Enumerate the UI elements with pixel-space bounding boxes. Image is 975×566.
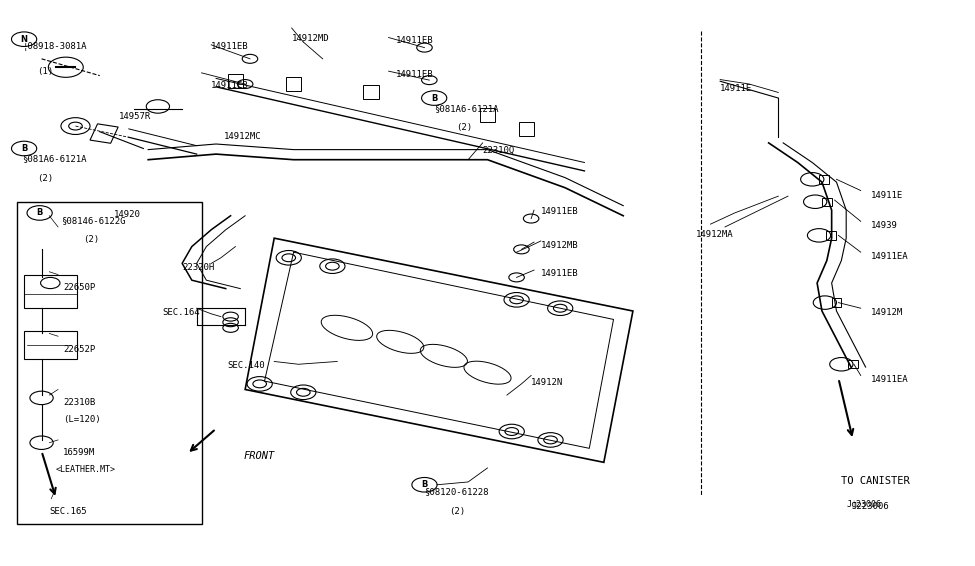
Text: 14912N: 14912N <box>531 378 564 387</box>
Text: SEC.165: SEC.165 <box>50 507 87 516</box>
Text: (2): (2) <box>448 507 465 516</box>
Bar <box>286 77 301 91</box>
Bar <box>480 108 495 122</box>
Bar <box>228 74 243 88</box>
Circle shape <box>12 141 37 156</box>
Text: J¢23006: J¢23006 <box>846 500 881 509</box>
Text: (2): (2) <box>456 123 473 132</box>
Text: 14911EB: 14911EB <box>212 42 249 51</box>
Text: B: B <box>20 144 27 153</box>
Text: B: B <box>36 208 43 217</box>
Text: 22310B: 22310B <box>62 398 96 407</box>
Bar <box>364 85 379 100</box>
Circle shape <box>411 478 437 492</box>
Bar <box>519 122 534 136</box>
Text: 14911EB: 14911EB <box>396 36 433 45</box>
Text: ¦08918-3081A: ¦08918-3081A <box>22 42 87 51</box>
Bar <box>826 231 836 239</box>
Text: 14911EA: 14911EA <box>871 375 908 384</box>
Bar <box>848 360 858 368</box>
Text: 14911E: 14911E <box>721 84 753 93</box>
Text: 14911E: 14911E <box>871 191 903 200</box>
Text: 14939: 14939 <box>871 221 897 230</box>
Text: (1): (1) <box>37 67 53 76</box>
Bar <box>24 331 77 359</box>
Text: 22652P: 22652P <box>62 345 96 354</box>
Bar <box>819 175 829 183</box>
Text: <LEATHER.MT>: <LEATHER.MT> <box>57 465 116 474</box>
Polygon shape <box>245 238 633 462</box>
Text: §081A6-6121A: §081A6-6121A <box>22 154 87 163</box>
Bar <box>24 275 77 308</box>
Text: 14911EB: 14911EB <box>212 82 249 90</box>
Text: 14912MC: 14912MC <box>224 132 261 141</box>
Text: §08146-6122G: §08146-6122G <box>61 216 126 225</box>
Text: B: B <box>421 481 428 489</box>
Text: 22650P: 22650P <box>62 283 96 292</box>
Text: TO CANISTER: TO CANISTER <box>841 477 910 486</box>
Text: 14912MA: 14912MA <box>696 230 733 239</box>
Bar <box>90 124 118 143</box>
Text: §08120-61228: §08120-61228 <box>424 487 489 496</box>
Text: 14912MD: 14912MD <box>292 33 330 42</box>
Bar <box>822 198 832 206</box>
Bar <box>832 298 841 307</box>
Text: (2): (2) <box>37 174 53 183</box>
Text: 14911EB: 14911EB <box>541 269 578 278</box>
Circle shape <box>27 205 53 220</box>
Text: J223006: J223006 <box>851 501 888 511</box>
Text: FRONT: FRONT <box>243 451 274 461</box>
Text: §081A6-6121A: §081A6-6121A <box>434 104 498 113</box>
Text: (L=120): (L=120) <box>62 415 100 424</box>
Text: SEC.140: SEC.140 <box>228 362 265 371</box>
Text: 16599M: 16599M <box>62 448 96 457</box>
Bar <box>18 201 202 524</box>
Text: 14957R: 14957R <box>119 112 151 121</box>
Text: 22320H: 22320H <box>182 263 214 272</box>
Text: SEC.164: SEC.164 <box>163 308 200 317</box>
Text: (2): (2) <box>83 235 99 245</box>
Circle shape <box>421 91 447 105</box>
Circle shape <box>12 32 37 46</box>
Text: B: B <box>431 93 438 102</box>
Text: 14920: 14920 <box>114 210 141 219</box>
Text: N: N <box>20 35 27 44</box>
Text: 22310Q: 22310Q <box>483 145 515 155</box>
Text: 14912MB: 14912MB <box>541 241 578 250</box>
Text: 14911EA: 14911EA <box>871 252 908 261</box>
Text: 14911EB: 14911EB <box>396 70 433 79</box>
Text: 14912M: 14912M <box>871 308 903 317</box>
Text: 14911EB: 14911EB <box>541 207 578 216</box>
